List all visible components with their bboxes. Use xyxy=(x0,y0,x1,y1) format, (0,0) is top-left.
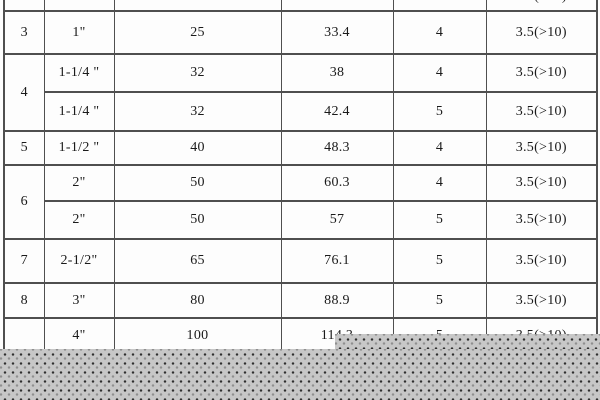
cell-col6: 3.5(>10) xyxy=(485,130,598,166)
cell-dn: 32 xyxy=(113,53,282,93)
table-row: 2 3/4 20 26.7 4 3.5(>10) xyxy=(3,0,598,12)
cell-col5: 5 xyxy=(392,282,487,319)
cell-od: 42.4 xyxy=(280,91,394,132)
cell-dn: 32 xyxy=(113,91,282,132)
cell-col5: 5 xyxy=(392,200,487,240)
cell-col6: 3.5(>10) xyxy=(485,0,598,12)
cell-row-no: 4 xyxy=(3,53,45,132)
table-row: 5 1-1/2 " 40 48.3 4 3.5(>10) xyxy=(3,130,598,166)
cell-dn: 50 xyxy=(113,200,282,240)
cell-size: 1" xyxy=(43,10,115,55)
table-row: 2" 50 57 5 3.5(>10) xyxy=(4,200,598,240)
cell-size: 3/4 xyxy=(43,0,115,12)
cell-size: 1-1/4 " xyxy=(43,91,115,132)
cell-col6: 3.5(>10) xyxy=(485,164,598,202)
cell-col6: 3.5(>10) xyxy=(485,10,598,55)
cell-size: 1-1/4 " xyxy=(43,53,115,93)
cell-col5: 4 xyxy=(392,130,487,166)
cell-dn: 50 xyxy=(113,164,282,202)
cell-size: 3" xyxy=(43,282,115,319)
cell-dn: 40 xyxy=(113,130,282,166)
table-row: 4 1-1/4 " 32 38 4 3.5(>10) xyxy=(3,53,598,132)
cell-col6: 3.5(>10) xyxy=(485,200,598,240)
cell-size: 2" xyxy=(43,164,115,202)
cell-col6: 3.5(>10) xyxy=(485,53,598,93)
table-row: 1-1/4 " 32 42.4 5 3.5(>10) xyxy=(4,91,598,132)
cell-size: 2-1/2" xyxy=(43,238,115,284)
cell-col6: 3.5(>10) xyxy=(485,238,598,284)
cell-od: 76.1 xyxy=(280,238,394,284)
cell-od: 57 xyxy=(280,200,394,240)
table-row: 8 3" 80 88.9 5 3.5(>10) xyxy=(3,282,598,319)
cell-col5: 5 xyxy=(392,238,487,284)
cell-col6: 3.5(>10) xyxy=(485,282,598,319)
cell-dn: 25 xyxy=(113,10,282,55)
gray-stipple-patch xyxy=(335,334,600,350)
cell-col5: 5 xyxy=(392,91,487,132)
cell-col5: 4 xyxy=(392,53,487,93)
cell-dn: 20 xyxy=(113,0,282,12)
cell-od: 38 xyxy=(280,53,394,93)
cell-col6: 3.5(>10) xyxy=(485,91,598,132)
cell-od: 26.7 xyxy=(280,0,394,12)
cell-col5: 4 xyxy=(392,0,487,12)
gray-stipple-band xyxy=(0,349,600,400)
cell-row-no: 3 xyxy=(3,10,45,55)
cell-row-no: 7 xyxy=(3,238,45,284)
cell-row-no: 6 xyxy=(3,164,45,240)
cell-od: 48.3 xyxy=(280,130,394,166)
cell-size: 2" xyxy=(43,200,115,240)
cell-col5: 4 xyxy=(392,164,487,202)
cell-dn: 80 xyxy=(113,282,282,319)
cell-dn: 65 xyxy=(113,238,282,284)
cell-row-no: 8 xyxy=(3,282,45,319)
cell-row-no: 2 xyxy=(3,0,45,12)
cell-col5: 4 xyxy=(392,10,487,55)
cell-od: 33.4 xyxy=(280,10,394,55)
table-row: 7 2-1/2" 65 76.1 5 3.5(>10) xyxy=(3,238,598,284)
table-row: 3 1" 25 33.4 4 3.5(>10) xyxy=(3,10,598,55)
cell-od: 60.3 xyxy=(280,164,394,202)
cell-size: 1-1/2 " xyxy=(43,130,115,166)
cell-row-no: 5 xyxy=(3,130,45,166)
cell-od: 88.9 xyxy=(280,282,394,319)
table-row: 6 2" 50 60.3 4 3.5(>10) xyxy=(3,164,598,240)
